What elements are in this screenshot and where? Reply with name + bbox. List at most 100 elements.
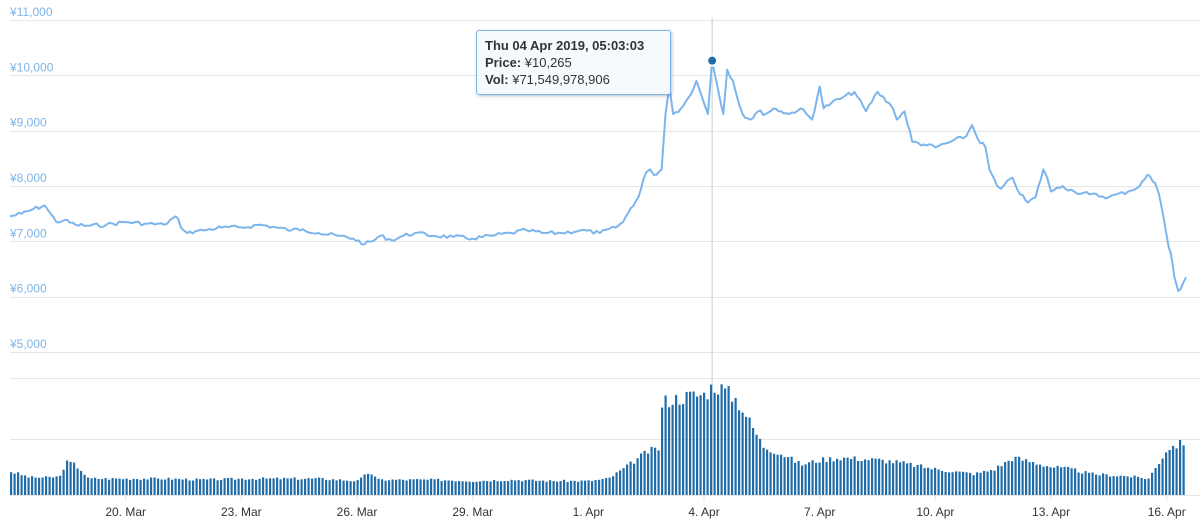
volume-bar[interactable]: [1018, 456, 1021, 495]
volume-bar[interactable]: [370, 474, 373, 496]
volume-bar[interactable]: [902, 461, 905, 495]
volume-bar[interactable]: [993, 470, 996, 495]
volume-bar[interactable]: [59, 475, 62, 495]
volume-bar[interactable]: [678, 404, 681, 495]
volume-bar[interactable]: [195, 478, 198, 496]
volume-bar[interactable]: [783, 457, 786, 495]
volume-bar[interactable]: [836, 458, 839, 495]
volume-bar[interactable]: [815, 462, 818, 495]
volume-bar[interactable]: [318, 477, 321, 495]
volume-bar[interactable]: [300, 479, 303, 495]
volume-bar[interactable]: [727, 386, 730, 495]
volume-bar[interactable]: [857, 461, 860, 495]
volume-bar[interactable]: [286, 478, 289, 495]
volume-bar[interactable]: [951, 472, 954, 495]
volume-bar[interactable]: [115, 478, 118, 495]
volume-bar[interactable]: [1021, 460, 1024, 495]
volume-bar[interactable]: [188, 480, 191, 496]
volume-bar[interactable]: [409, 479, 412, 495]
volume-bar[interactable]: [160, 479, 163, 496]
volume-bar[interactable]: [451, 480, 454, 495]
volume-bar[interactable]: [1011, 461, 1014, 495]
volume-bar[interactable]: [209, 478, 212, 496]
volume-bar[interactable]: [962, 471, 965, 495]
volume-bar[interactable]: [958, 471, 961, 496]
volume-bar[interactable]: [1056, 465, 1059, 495]
volume-bar[interactable]: [909, 462, 912, 495]
volume-bar[interactable]: [556, 481, 559, 495]
volume-bars[interactable]: [10, 384, 1185, 495]
volume-bar[interactable]: [430, 478, 433, 495]
volume-bar[interactable]: [930, 469, 933, 495]
volume-bar[interactable]: [118, 478, 121, 495]
volume-bar[interactable]: [139, 479, 142, 495]
volume-bar[interactable]: [454, 481, 457, 495]
volume-bar[interactable]: [542, 480, 545, 495]
volume-bar[interactable]: [675, 395, 678, 495]
volume-bar[interactable]: [1014, 456, 1017, 495]
volume-bar[interactable]: [227, 477, 230, 495]
volume-bar[interactable]: [332, 479, 335, 495]
volume-bar[interactable]: [699, 395, 702, 495]
volume-bar[interactable]: [969, 472, 972, 495]
volume-bar[interactable]: [185, 478, 188, 495]
volume-bar[interactable]: [216, 480, 219, 495]
volume-bar[interactable]: [794, 462, 797, 495]
volume-bar[interactable]: [766, 449, 769, 495]
volume-bar[interactable]: [388, 480, 391, 495]
volume-bar[interactable]: [220, 480, 223, 495]
volume-bar[interactable]: [776, 454, 779, 495]
volume-bar[interactable]: [402, 479, 405, 495]
volume-bar[interactable]: [90, 478, 93, 495]
volume-bar[interactable]: [1046, 466, 1049, 495]
volume-bar[interactable]: [346, 480, 349, 495]
volume-bar[interactable]: [1095, 474, 1098, 495]
volume-bar[interactable]: [657, 450, 660, 495]
volume-bar[interactable]: [549, 480, 552, 495]
volume-bar[interactable]: [615, 472, 618, 495]
volume-bar[interactable]: [153, 477, 156, 496]
volume-bar[interactable]: [363, 474, 366, 495]
volume-bar[interactable]: [661, 407, 664, 495]
volume-bar[interactable]: [668, 407, 671, 495]
volume-bar[interactable]: [1116, 476, 1119, 495]
volume-bar[interactable]: [73, 462, 76, 495]
volume-bar[interactable]: [976, 472, 979, 495]
volume-bar[interactable]: [440, 481, 443, 495]
volume-bar[interactable]: [192, 480, 195, 496]
volume-bar[interactable]: [426, 479, 429, 495]
volume-bar[interactable]: [829, 457, 832, 495]
volume-bar[interactable]: [923, 468, 926, 495]
volume-bar[interactable]: [689, 391, 692, 495]
volume-bar[interactable]: [1161, 458, 1164, 495]
volume-bar[interactable]: [584, 480, 587, 495]
volume-bar[interactable]: [647, 453, 650, 495]
volume-bar[interactable]: [941, 471, 944, 495]
volume-bar[interactable]: [360, 477, 363, 496]
volume-bar[interactable]: [580, 480, 583, 496]
volume-bar[interactable]: [237, 478, 240, 495]
volume-bar[interactable]: [881, 459, 884, 495]
volume-bar[interactable]: [52, 477, 55, 496]
volume-bar[interactable]: [990, 470, 993, 495]
volume-bar[interactable]: [136, 479, 139, 495]
volume-bar[interactable]: [972, 475, 975, 495]
volume-bar[interactable]: [717, 394, 720, 496]
volume-bar[interactable]: [234, 479, 237, 495]
volume-bar[interactable]: [780, 454, 783, 495]
volume-bar[interactable]: [608, 477, 611, 495]
volume-bar[interactable]: [622, 468, 625, 495]
volume-bar[interactable]: [769, 452, 772, 495]
volume-bar[interactable]: [1070, 468, 1073, 495]
volume-bar[interactable]: [279, 479, 282, 495]
volume-bar[interactable]: [650, 446, 653, 495]
volume-bar[interactable]: [752, 428, 755, 495]
volume-bar[interactable]: [202, 479, 205, 495]
volume-bar[interactable]: [447, 480, 450, 496]
volume-bar[interactable]: [832, 461, 835, 495]
volume-bar[interactable]: [811, 460, 814, 495]
volume-bar[interactable]: [797, 461, 800, 495]
volume-bar[interactable]: [283, 477, 286, 495]
volume-bar[interactable]: [27, 477, 30, 495]
volume-bar[interactable]: [888, 460, 891, 495]
